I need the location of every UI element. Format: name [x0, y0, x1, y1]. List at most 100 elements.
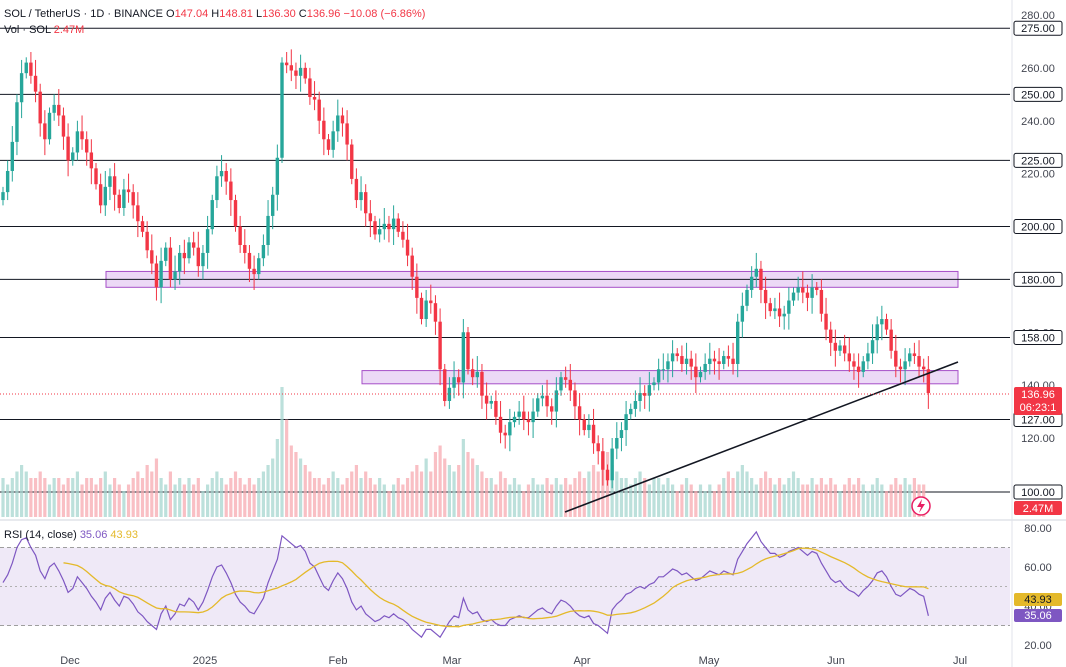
volume-bar: [136, 471, 140, 517]
volume-bar: [898, 484, 903, 517]
candle-body: [205, 229, 210, 253]
candle-body: [168, 247, 173, 280]
level-tag-100.00: 100.00: [1021, 487, 1055, 499]
candle-body: [601, 451, 605, 470]
rsi-ma-tag: 43.93: [1024, 594, 1052, 606]
volume-bar: [564, 478, 568, 517]
candle-body: [740, 305, 745, 322]
volume-bar: [610, 465, 614, 517]
volume-bar: [182, 484, 186, 517]
candle-body: [336, 115, 340, 132]
candle-body: [731, 358, 735, 364]
volume-bar: [57, 478, 61, 517]
candle-body: [624, 414, 628, 431]
candle-body: [708, 358, 712, 364]
rsi-ma-tag-bg: [1014, 593, 1062, 606]
volume-bar: [591, 465, 596, 517]
price-tick-220.00: 220.00: [1021, 169, 1055, 181]
candle-body: [396, 218, 400, 232]
candle-body: [433, 303, 438, 322]
low-value: 136.30: [262, 8, 296, 20]
volume-bar: [326, 478, 331, 517]
candle-body: [298, 67, 303, 76]
volume-bar: [233, 471, 238, 517]
volume-bar: [582, 478, 586, 517]
volume-bars: [1, 387, 926, 517]
candle-body: [201, 252, 205, 267]
candle-body: [429, 300, 433, 304]
candle-body: [787, 300, 791, 314]
volume-bar: [392, 484, 396, 517]
volume-bar: [410, 471, 414, 517]
candle-body: [698, 371, 703, 378]
volume-bar: [299, 458, 303, 517]
volume-bar: [150, 471, 154, 517]
volume-bar: [466, 452, 470, 517]
volume-bar: [717, 484, 721, 517]
level-tag-127.00: 127.00: [1021, 414, 1055, 426]
volume-bar: [624, 478, 628, 517]
volume-bar: [852, 484, 856, 517]
horizontal-levels-layer: [0, 27, 1010, 493]
candle-body: [554, 390, 559, 412]
candle-body: [85, 139, 89, 153]
open-label: O: [166, 8, 175, 20]
volume-bar: [801, 484, 805, 517]
candle-body: [443, 369, 447, 401]
volume-bar: [75, 471, 79, 517]
candle-body: [694, 366, 698, 378]
volume-bar: [38, 471, 42, 517]
volume-bar: [261, 471, 265, 517]
candle-body: [503, 432, 507, 436]
volume-bar: [336, 478, 340, 517]
volume-bar: [638, 471, 642, 517]
candle-body: [80, 131, 84, 140]
level-tag-275.00: 275.00: [1021, 23, 1055, 35]
symbol-legend: SOL / TetherUS · 1D · BINANCE O147.04 H1…: [4, 8, 425, 20]
candle-body: [345, 123, 349, 145]
volume-tag: 2.47M: [1023, 503, 1054, 515]
volume-bar: [829, 478, 833, 517]
candle-body: [377, 229, 382, 235]
volume-bar: [308, 471, 312, 517]
volume-bar: [791, 471, 796, 517]
volume-bar: [103, 471, 107, 517]
close-label: C: [298, 8, 307, 20]
candle-body: [568, 379, 572, 391]
candles-layer: [1, 49, 931, 489]
volume-label[interactable]: Vol · SOL: [4, 24, 51, 36]
volume-bar: [24, 471, 28, 517]
level-tag-bg-180.00: [1013, 271, 1063, 287]
volume-bar: [43, 478, 47, 517]
volume-bar: [443, 458, 447, 517]
candle-body: [196, 247, 200, 267]
candle-body: [736, 321, 740, 364]
candle-body: [252, 268, 256, 275]
volume-bar: [229, 478, 233, 517]
candle-body: [289, 65, 293, 71]
candle-body: [754, 268, 758, 277]
volume-bar: [615, 471, 619, 517]
candle-body: [536, 398, 540, 412]
volume-bar: [894, 478, 898, 517]
candle-body: [498, 416, 503, 433]
volume-bar: [554, 478, 558, 517]
candle-body: [591, 424, 596, 444]
rsi-label[interactable]: RSI (14, close): [4, 529, 77, 541]
candle-body: [777, 308, 782, 317]
candle-body: [154, 263, 159, 288]
volume-bar: [512, 478, 517, 517]
volume-bar: [340, 484, 345, 517]
candle-body: [875, 324, 879, 341]
candle-body: [71, 152, 75, 161]
candle-body: [833, 342, 838, 351]
candle-body: [745, 289, 749, 306]
volume-bar: [782, 484, 786, 517]
candle-body: [52, 104, 56, 113]
volume-bar: [201, 491, 205, 517]
candle-body: [922, 366, 926, 370]
symbol-title[interactable]: SOL / TetherUS · 1D · BINANCE: [4, 8, 163, 20]
volume-bar: [52, 478, 56, 517]
candle-body: [563, 377, 568, 380]
